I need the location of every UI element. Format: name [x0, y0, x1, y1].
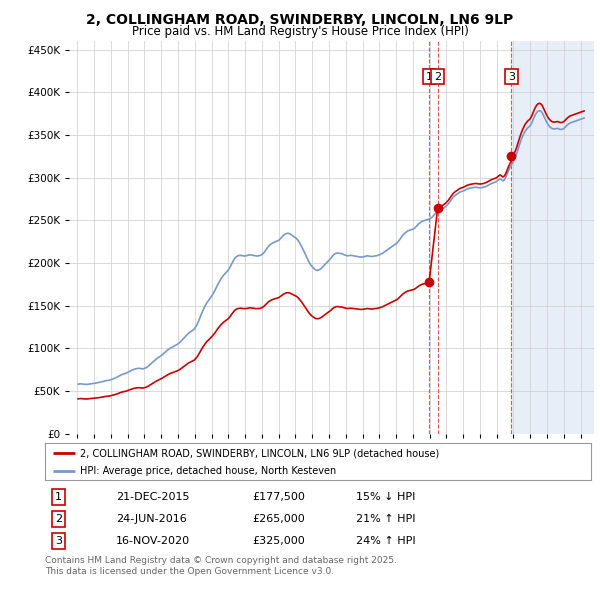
Text: £325,000: £325,000 — [253, 536, 305, 546]
Text: 2: 2 — [55, 514, 62, 524]
Text: 24% ↑ HPI: 24% ↑ HPI — [356, 536, 416, 546]
Text: Contains HM Land Registry data © Crown copyright and database right 2025.
This d: Contains HM Land Registry data © Crown c… — [45, 556, 397, 576]
Text: 3: 3 — [508, 71, 515, 81]
Text: 24-JUN-2016: 24-JUN-2016 — [116, 514, 187, 524]
Text: Price paid vs. HM Land Registry's House Price Index (HPI): Price paid vs. HM Land Registry's House … — [131, 25, 469, 38]
Text: 1: 1 — [55, 493, 62, 502]
Text: 2, COLLINGHAM ROAD, SWINDERBY, LINCOLN, LN6 9LP: 2, COLLINGHAM ROAD, SWINDERBY, LINCOLN, … — [86, 13, 514, 27]
Text: £265,000: £265,000 — [253, 514, 305, 524]
Text: 21-DEC-2015: 21-DEC-2015 — [116, 493, 190, 502]
Text: 21% ↑ HPI: 21% ↑ HPI — [356, 514, 416, 524]
Text: 16-NOV-2020: 16-NOV-2020 — [116, 536, 190, 546]
Text: 15% ↓ HPI: 15% ↓ HPI — [356, 493, 416, 502]
Text: 3: 3 — [55, 536, 62, 546]
Text: 2: 2 — [434, 71, 441, 81]
Text: 2, COLLINGHAM ROAD, SWINDERBY, LINCOLN, LN6 9LP (detached house): 2, COLLINGHAM ROAD, SWINDERBY, LINCOLN, … — [80, 448, 440, 458]
Text: £177,500: £177,500 — [253, 493, 305, 502]
Bar — [511, 41, 594, 434]
Text: HPI: Average price, detached house, North Kesteven: HPI: Average price, detached house, Nort… — [80, 466, 337, 476]
Text: 1: 1 — [425, 71, 433, 81]
